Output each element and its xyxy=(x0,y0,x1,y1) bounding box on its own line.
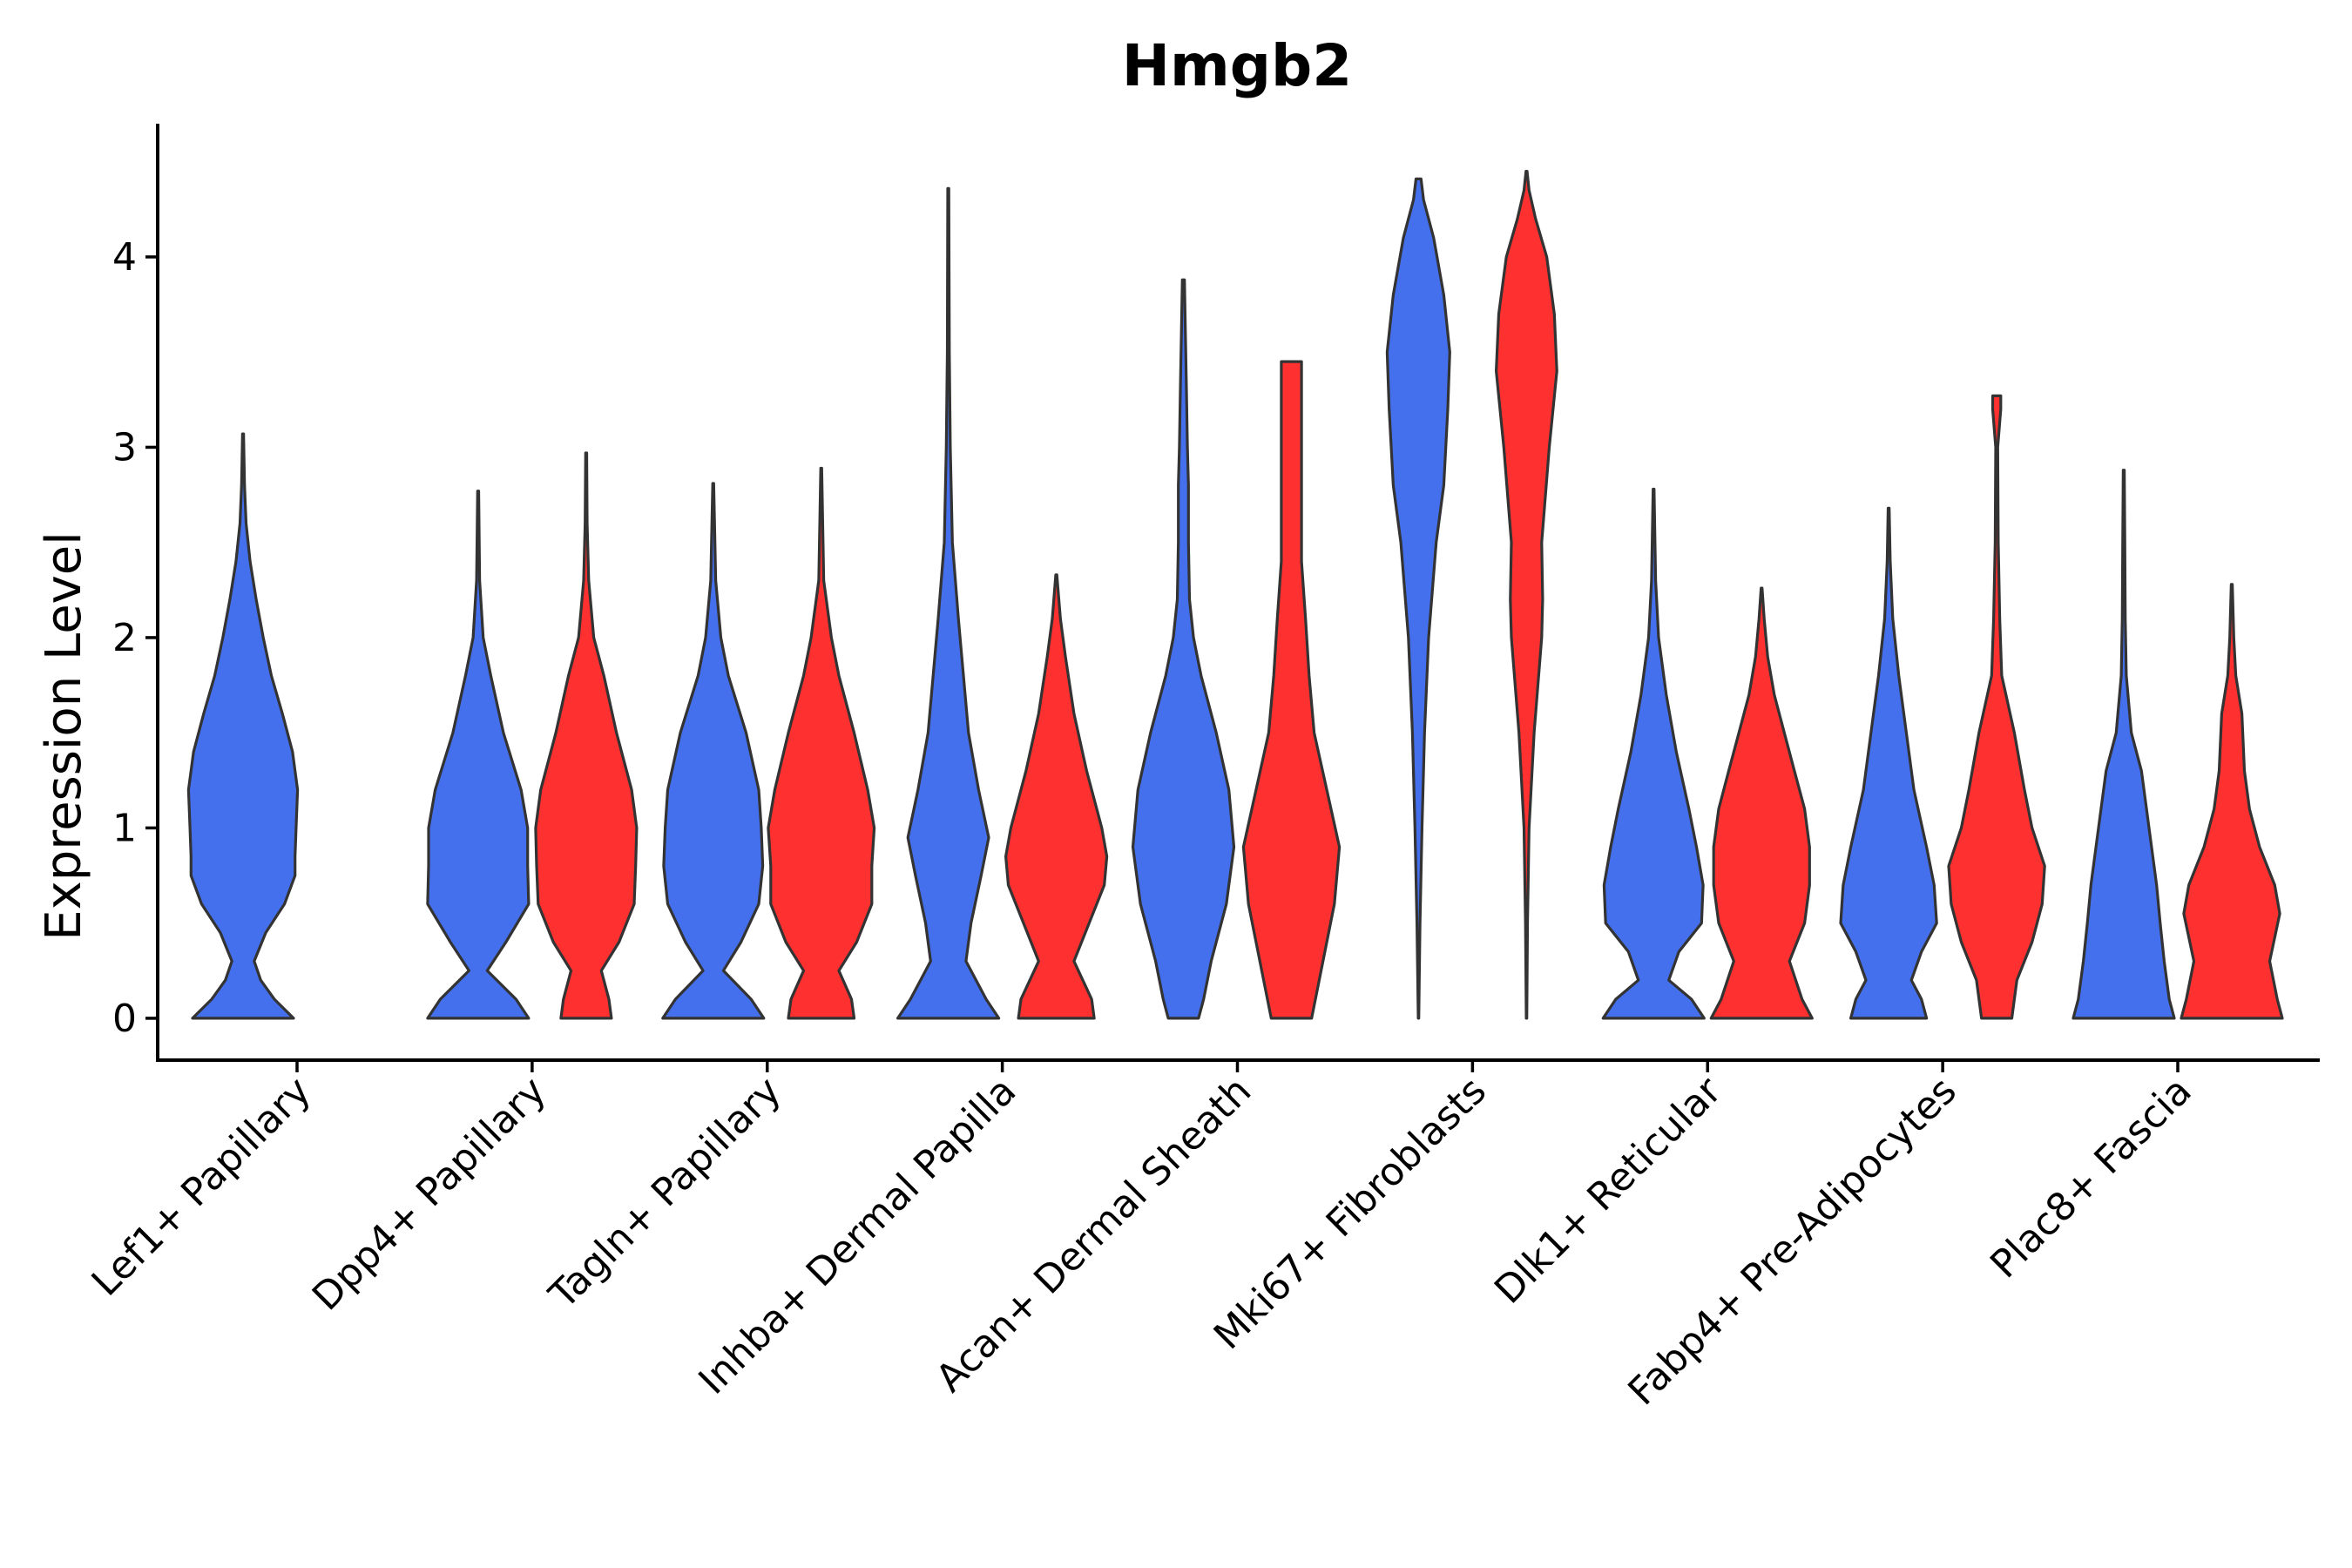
plot-area xyxy=(186,170,2284,1020)
violin-group_b-dpp4-papillary xyxy=(534,451,639,1020)
chart-title: Hmgb2 xyxy=(1122,32,1352,99)
violin-group_a-plac8-fascia xyxy=(2072,469,2176,1020)
violin-group_a-inhba-dermal-papilla xyxy=(896,186,1001,1020)
y-ticks: 0 1 2 3 4 xyxy=(112,235,158,1041)
violin-group_a-dlk1-reticular xyxy=(1601,487,1706,1020)
y-axis-label: Expression Level xyxy=(36,531,92,941)
y-tick-label: 0 xyxy=(112,997,137,1041)
violin-group_b-mki67-fibroblasts xyxy=(1495,170,1558,1020)
violin-group_b-acan-dermal-sheath xyxy=(1241,360,1342,1020)
violin-group_b-dlk1-reticular xyxy=(1709,586,1814,1020)
violin-group_b-fabp4-pre-adipocytes xyxy=(1947,394,2046,1020)
violin-group_a-acan-dermal-sheath xyxy=(1131,278,1236,1020)
violin-group_b-plac8-fascia xyxy=(2180,583,2284,1020)
x-tick-label: Plac8+ Fascia xyxy=(1982,1069,2200,1288)
x-tick-label: Dlk1+ Reticular xyxy=(1486,1068,1731,1313)
violin-group_a-tagln-papillary xyxy=(661,482,766,1020)
y-tick-label: 1 xyxy=(112,806,137,850)
x-tick-label: Lef1+ Papillary xyxy=(84,1069,320,1305)
violin-group_b-tagln-papillary xyxy=(767,466,876,1020)
x-tick-label: Tagln+ Papillary xyxy=(540,1069,789,1318)
y-tick-label: 4 xyxy=(112,235,137,280)
violin-group_a-lef1-papillary xyxy=(186,432,300,1020)
y-tick-label: 3 xyxy=(112,425,137,470)
violin-group_a-fabp4-pre-adipocytes xyxy=(1839,506,1938,1020)
x-tick-label: Dpp4+ Papillary xyxy=(304,1069,555,1320)
x-tick-label: Mki67+ Fibroblasts xyxy=(1206,1069,1495,1358)
violin-group_b-inhba-dermal-papilla xyxy=(1004,573,1109,1020)
violin-group_a-dpp4-papillary xyxy=(426,490,531,1020)
y-tick-label: 2 xyxy=(112,616,137,660)
violin-group_a-mki67-fibroblasts xyxy=(1385,177,1451,1020)
